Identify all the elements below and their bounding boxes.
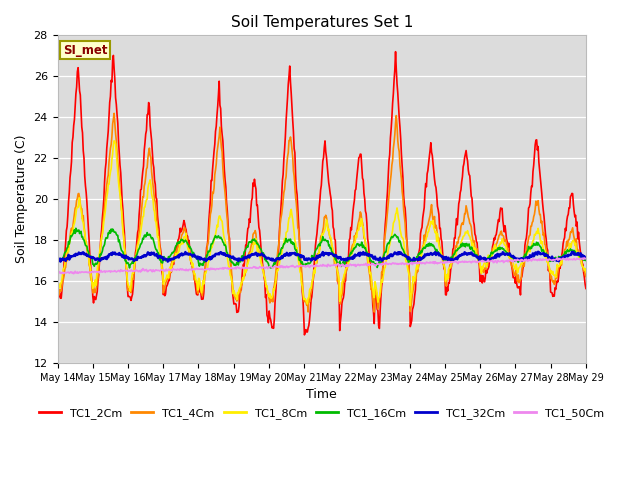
TC1_32Cm: [164, 259, 172, 264]
TC1_50Cm: [582, 256, 589, 262]
TC1_16Cm: [63, 245, 71, 251]
Line: TC1_32Cm: TC1_32Cm: [58, 252, 586, 262]
TC1_4Cm: [582, 274, 589, 279]
TC1_16Cm: [387, 235, 395, 240]
TC1_50Cm: [54, 271, 61, 276]
Title: Soil Temperatures Set 1: Soil Temperatures Set 1: [230, 15, 413, 30]
TC1_2Cm: [392, 49, 399, 55]
TC1_2Cm: [172, 255, 179, 261]
TC1_4Cm: [63, 258, 71, 264]
TC1_16Cm: [118, 248, 126, 254]
TC1_32Cm: [534, 249, 542, 255]
TC1_16Cm: [125, 265, 133, 271]
TC1_4Cm: [54, 288, 61, 293]
TC1_2Cm: [403, 234, 410, 240]
TC1_50Cm: [172, 267, 180, 273]
TC1_8Cm: [63, 247, 71, 252]
TC1_16Cm: [173, 242, 180, 248]
TC1_2Cm: [118, 184, 125, 190]
Text: SI_met: SI_met: [63, 44, 108, 57]
TC1_2Cm: [387, 135, 394, 141]
TC1_32Cm: [172, 254, 180, 260]
Legend: TC1_2Cm, TC1_4Cm, TC1_8Cm, TC1_16Cm, TC1_32Cm, TC1_50Cm: TC1_2Cm, TC1_4Cm, TC1_8Cm, TC1_16Cm, TC1…: [35, 403, 609, 423]
TC1_4Cm: [118, 211, 126, 217]
TC1_32Cm: [402, 253, 410, 259]
TC1_2Cm: [63, 224, 71, 230]
Line: TC1_8Cm: TC1_8Cm: [58, 141, 586, 306]
TC1_16Cm: [54, 258, 61, 264]
Line: TC1_50Cm: TC1_50Cm: [58, 258, 586, 274]
TC1_2Cm: [54, 293, 61, 299]
TC1_8Cm: [118, 219, 126, 225]
TC1_32Cm: [63, 256, 71, 262]
TC1_50Cm: [402, 261, 410, 266]
TC1_16Cm: [403, 254, 410, 260]
TC1_8Cm: [54, 281, 61, 287]
TC1_8Cm: [582, 269, 589, 275]
TC1_50Cm: [200, 267, 207, 273]
TC1_16Cm: [72, 226, 80, 231]
TC1_2Cm: [199, 296, 207, 302]
TC1_8Cm: [200, 281, 207, 287]
TC1_32Cm: [582, 255, 589, 261]
TC1_2Cm: [582, 286, 589, 291]
TC1_4Cm: [172, 253, 180, 259]
Line: TC1_16Cm: TC1_16Cm: [58, 228, 586, 268]
TC1_50Cm: [70, 271, 77, 276]
Line: TC1_2Cm: TC1_2Cm: [58, 52, 586, 335]
TC1_2Cm: [301, 332, 308, 338]
TC1_32Cm: [118, 252, 125, 258]
TC1_50Cm: [387, 261, 394, 267]
TC1_32Cm: [387, 252, 394, 258]
TC1_16Cm: [201, 259, 209, 265]
TC1_8Cm: [110, 138, 118, 144]
X-axis label: Time: Time: [307, 388, 337, 401]
TC1_4Cm: [200, 278, 207, 284]
TC1_4Cm: [371, 309, 378, 315]
TC1_32Cm: [54, 257, 61, 263]
TC1_4Cm: [387, 171, 395, 177]
TC1_50Cm: [63, 270, 71, 276]
TC1_4Cm: [403, 238, 410, 243]
TC1_8Cm: [406, 303, 414, 309]
TC1_32Cm: [200, 257, 207, 263]
TC1_16Cm: [582, 257, 589, 263]
TC1_8Cm: [172, 251, 180, 256]
TC1_50Cm: [118, 267, 126, 273]
Y-axis label: Soil Temperature (C): Soil Temperature (C): [15, 135, 28, 264]
TC1_50Cm: [580, 255, 588, 261]
TC1_8Cm: [387, 238, 394, 244]
TC1_4Cm: [110, 110, 118, 116]
Line: TC1_4Cm: TC1_4Cm: [58, 113, 586, 312]
TC1_8Cm: [402, 258, 410, 264]
